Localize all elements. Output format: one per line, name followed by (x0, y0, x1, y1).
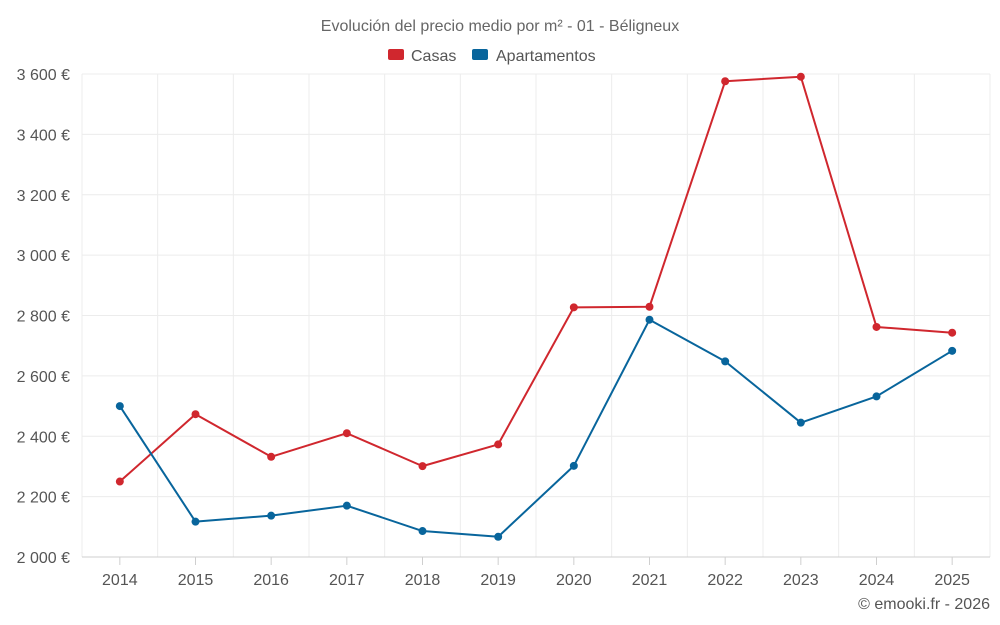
data-point-casas-2021[interactable] (645, 302, 654, 311)
data-point-casas-2022[interactable] (721, 77, 730, 86)
data-point-apartamentos-2016[interactable] (267, 511, 276, 520)
legend-swatch-apartamentos (472, 49, 488, 60)
axes: 2 000 € 2 200 € 2 400 € 2 600 € 2 800 € 3 000… (17, 67, 990, 589)
y-tick-label: 2 800 € (17, 309, 70, 326)
data-point-apartamentos-2023[interactable] (796, 418, 805, 427)
y-tick-label: 2 600 € (17, 369, 70, 386)
credit-text: © emooki.fr - 2026 (858, 596, 990, 613)
x-tick-label: 2018 (405, 572, 441, 589)
legend-item-casas[interactable]: Casas (388, 48, 456, 65)
data-point-apartamentos-2015[interactable] (191, 517, 200, 526)
data-point-apartamentos-2020[interactable] (569, 461, 578, 470)
grid (81, 73, 991, 557)
x-tick-label: 2020 (556, 572, 592, 589)
x-tick-label: 2019 (480, 572, 516, 589)
data-point-apartamentos-2021[interactable] (645, 315, 654, 324)
x-tick-label: 2023 (783, 572, 819, 589)
data-point-casas-2014[interactable] (115, 477, 124, 486)
data-point-casas-2018[interactable] (418, 462, 427, 471)
data-point-casas-2023[interactable] (796, 72, 805, 81)
y-tick-label: 3 200 € (17, 188, 70, 205)
x-tick-label: 2024 (859, 572, 895, 589)
x-tick-label: 2017 (329, 572, 365, 589)
x-tick-label: 2015 (178, 572, 214, 589)
legend: Casas Apartamentos (388, 48, 596, 65)
data-point-casas-2017[interactable] (342, 429, 351, 438)
data-point-apartamentos-2019[interactable] (494, 532, 503, 541)
data-point-casas-2015[interactable] (191, 410, 200, 419)
data-point-apartamentos-2025[interactable] (948, 346, 957, 355)
y-tick-label: 3 000 € (17, 248, 70, 265)
x-tick-label: 2014 (102, 572, 138, 589)
data-point-apartamentos-2014[interactable] (115, 402, 124, 411)
series-line-casas (118, 75, 954, 483)
x-tick-label: 2021 (632, 572, 668, 589)
y-tick-label: 3 600 € (17, 67, 70, 84)
legend-swatch-casas (388, 49, 404, 60)
legend-label-apartamentos: Apartamentos (496, 48, 596, 65)
x-tick-label: 2016 (253, 572, 289, 589)
legend-item-apartamentos[interactable]: Apartamentos (472, 48, 596, 65)
data-point-casas-2019[interactable] (494, 440, 503, 449)
data-point-casas-2025[interactable] (948, 328, 957, 337)
chart-title: Evolución del precio medio por m² - 01 -… (321, 18, 679, 35)
data-point-apartamentos-2018[interactable] (418, 527, 427, 536)
x-tick-label: 2022 (707, 572, 743, 589)
data-point-apartamentos-2022[interactable] (721, 357, 730, 366)
data-point-apartamentos-2024[interactable] (872, 392, 881, 401)
data-point-casas-2016[interactable] (267, 452, 276, 461)
y-tick-label: 2 200 € (17, 490, 70, 507)
y-tick-label: 2 000 € (17, 550, 70, 567)
x-tick-label: 2025 (934, 572, 970, 589)
y-tick-label: 3 400 € (17, 127, 70, 144)
data-point-casas-2024[interactable] (872, 322, 881, 331)
y-tick-label: 2 400 € (17, 429, 70, 446)
series-apartamentos (115, 315, 957, 541)
series-layer (115, 72, 957, 541)
series-casas (115, 72, 957, 486)
data-point-casas-2020[interactable] (569, 303, 578, 312)
data-point-apartamentos-2017[interactable] (342, 501, 351, 510)
series-line-apartamentos (118, 318, 954, 538)
legend-label-casas: Casas (411, 48, 456, 65)
